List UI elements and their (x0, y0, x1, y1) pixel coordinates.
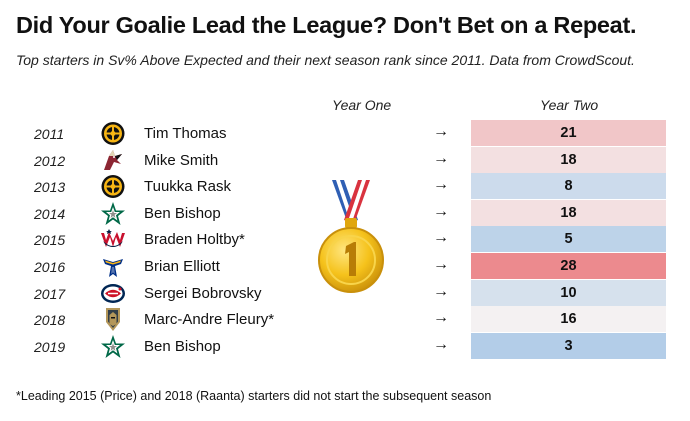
table-row: 2018 Marc-Andre Fleury* → 16 (0, 306, 690, 333)
arrow-icon: → (433, 335, 449, 353)
arrow-icon: → (433, 256, 449, 273)
row-year: 2019 (34, 338, 66, 355)
chart-title: Did Your Goalie Lead the League? Don't B… (16, 12, 637, 38)
rank-cell: 5 (471, 226, 666, 253)
arrow-icon: → (433, 149, 449, 167)
capitals-logo-icon (100, 227, 126, 252)
row-year: 2016 (34, 259, 66, 275)
bruins-logo-icon (100, 174, 126, 199)
rank-cell: 21 (471, 120, 666, 146)
rank-cell: 8 (471, 173, 666, 200)
arrow-icon: → (433, 123, 449, 140)
column-header-year-two: Year Two (540, 97, 599, 113)
row-goalie-name: Brian Elliott (144, 258, 220, 275)
table-row: 2014 Ben Bishop → 18 (0, 199, 690, 227)
rank-value: 3 (564, 337, 573, 354)
bruins-logo-icon (100, 121, 126, 146)
arrow-icon: → (433, 282, 449, 300)
rank-cell: 3 (471, 332, 666, 359)
golden-knights-logo-icon (100, 307, 126, 332)
rank-value: 18 (560, 151, 577, 168)
row-goalie-name: Mike Smith (144, 151, 219, 169)
row-goalie-name: Tuukka Rask (144, 178, 231, 196)
column-header-year-one: Year One (332, 97, 392, 113)
arrow-icon: → (433, 202, 449, 220)
rank-value: 21 (560, 125, 577, 141)
row-year: 2011 (34, 126, 65, 142)
table-row: 2015 Braden Holtby* → 5 (0, 226, 690, 253)
rank-value: 28 (560, 258, 577, 274)
rank-cell: 18 (471, 146, 666, 173)
row-year: 2018 (34, 312, 66, 329)
blue-jackets-logo-icon (100, 281, 126, 306)
rank-cell: 18 (471, 199, 666, 226)
row-goalie-name: Ben Bishop (144, 204, 221, 222)
rank-cell: 10 (471, 279, 666, 306)
row-goalie-name: Ben Bishop (144, 337, 221, 355)
row-year: 2014 (34, 205, 66, 222)
table-row: 2017 Sergei Bobrovsky → 10 (0, 279, 690, 307)
rank-cell: 28 (471, 253, 666, 279)
rank-value: 5 (564, 231, 573, 248)
rank-value: 16 (560, 311, 577, 328)
first-place-medal-icon (318, 180, 384, 293)
arrow-icon: → (433, 176, 449, 194)
footnote: *Leading 2015 (Price) and 2018 (Raanta) … (16, 389, 492, 403)
row-year: 2015 (34, 232, 66, 249)
stars-logo-icon (100, 201, 126, 226)
table-row: 2012 Mike Smith → 18 (0, 146, 690, 174)
arrow-icon: → (433, 229, 449, 247)
rank-value: 18 (560, 204, 577, 221)
arrow-icon: → (433, 309, 449, 327)
row-goalie-name: Marc-Andre Fleury* (144, 311, 275, 329)
coyotes-logo-icon (100, 148, 126, 173)
table-row: 2019 Ben Bishop → 3 (0, 332, 690, 360)
row-goalie-name: Tim Thomas (144, 125, 227, 142)
rank-value: 8 (564, 178, 573, 195)
blues-logo-icon (100, 254, 126, 279)
table-row: 2016 Brian Elliott → 28 (0, 253, 690, 280)
table-row: 2013 Tuukka Rask → 8 (0, 173, 690, 200)
row-year: 2012 (34, 152, 66, 169)
row-goalie-name: Sergei Bobrovsky (144, 284, 262, 302)
row-year: 2013 (34, 179, 66, 196)
chart-subtitle: Top starters in Sv% Above Expected and t… (16, 52, 635, 68)
table-row: 2011 Tim Thomas → 21 (0, 120, 690, 147)
rank-value: 10 (560, 284, 577, 301)
row-year: 2017 (34, 285, 66, 302)
row-goalie-name: Braden Holtby* (144, 231, 245, 249)
stars-logo-icon (100, 334, 126, 359)
rank-cell: 16 (471, 306, 666, 333)
